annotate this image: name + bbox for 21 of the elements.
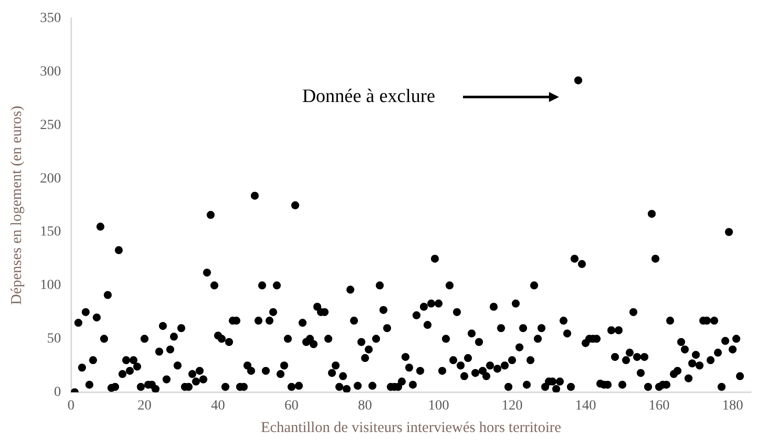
x-axis-title: Echantillon de visiteurs interviewés hors territoire [260,420,562,436]
x-tick-label: 0 [68,398,74,414]
x-tick-label: 140 [575,398,596,414]
y-tick-label: 150 [40,224,61,240]
x-tick-label: 40 [211,398,226,414]
x-tick-label: 20 [138,398,152,414]
y-axis-title: Dépenses en logement (en euros) [8,106,25,305]
x-tick-label: 180 [722,398,744,414]
x-tick-label: 120 [502,398,523,414]
x-tick-label: 60 [284,398,299,414]
y-tick-label: 200 [40,171,61,186]
annotation: Donnée à exclure [302,86,436,107]
y-tick-label: 0 [54,384,61,400]
y-tick-label: 250 [40,118,61,133]
y-tick-label: 50 [47,331,61,346]
x-tick-label: 100 [428,398,450,414]
y-tick-label: 100 [40,278,61,294]
y-tick-label: 350 [40,11,61,26]
x-tick-label: 160 [648,398,670,414]
x-tick-label: 80 [358,398,372,414]
y-tick-label: 300 [40,64,61,80]
